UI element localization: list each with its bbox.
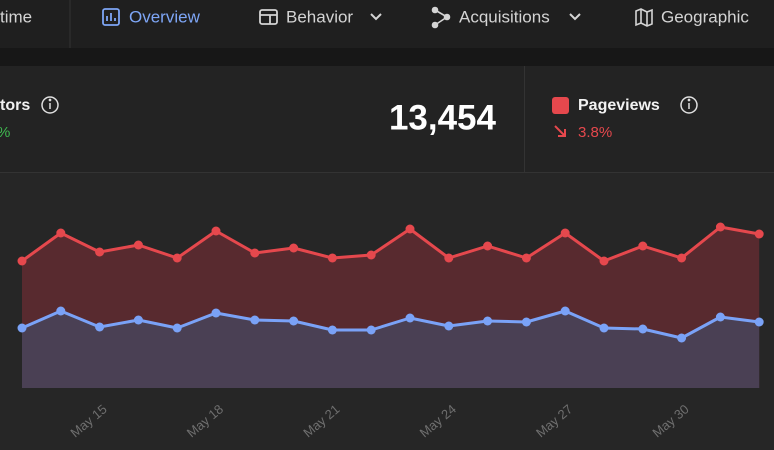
chevron[interactable] xyxy=(370,13,382,21)
nav-bar xyxy=(0,0,774,48)
point xyxy=(327,253,337,263)
point xyxy=(95,247,105,257)
point xyxy=(133,240,143,250)
x-tick-label: May 30 xyxy=(649,401,691,440)
series-line xyxy=(21,225,760,263)
stat-label: tors xyxy=(0,97,30,114)
point xyxy=(560,228,570,238)
stat-label: Pageviews xyxy=(578,97,660,114)
nav-gap xyxy=(0,48,774,66)
point xyxy=(521,317,531,327)
point xyxy=(172,253,182,263)
point xyxy=(56,228,66,238)
point xyxy=(405,224,415,234)
nav-tab-active[interactable]: Overview xyxy=(129,7,201,26)
point xyxy=(715,222,725,232)
behavior-icon xyxy=(259,9,278,25)
overview-icon xyxy=(102,8,120,26)
point xyxy=(172,323,182,333)
info-icon[interactable] xyxy=(41,96,59,114)
point xyxy=(638,241,648,251)
point xyxy=(366,250,376,260)
point xyxy=(483,241,493,251)
x-tick-label: May 21 xyxy=(300,401,342,440)
stat-change: % xyxy=(0,124,10,141)
point xyxy=(754,229,764,239)
stats-panel xyxy=(0,66,774,172)
point xyxy=(327,325,337,335)
point xyxy=(715,312,725,322)
chart: May 15 May 18 May 21 May 24 May 27 May 30 xyxy=(17,222,764,440)
nav-tab[interactable]: time xyxy=(0,7,32,26)
acquisitions-icon xyxy=(431,6,451,29)
chevron[interactable] xyxy=(569,13,581,21)
point xyxy=(366,325,376,335)
point xyxy=(560,306,570,316)
stat-change: 3.8% xyxy=(578,124,612,141)
x-tick-label: May 18 xyxy=(184,401,226,440)
x-tick-label: May 24 xyxy=(417,401,459,440)
point xyxy=(599,256,609,266)
point xyxy=(483,316,493,326)
x-tick-label: May 15 xyxy=(67,401,109,440)
nav-tab[interactable]: Behavior xyxy=(286,7,353,26)
point xyxy=(444,321,454,331)
point xyxy=(521,253,531,263)
point xyxy=(638,324,648,334)
point xyxy=(95,322,105,332)
nav-tab[interactable]: Acquisitions xyxy=(459,7,550,26)
point xyxy=(677,253,687,263)
down-arrow xyxy=(554,125,566,137)
point xyxy=(250,248,260,258)
area-fill xyxy=(22,311,760,388)
nav-tab[interactable]: Geographic xyxy=(661,7,749,26)
point xyxy=(289,316,299,326)
point xyxy=(56,306,66,316)
point xyxy=(754,317,764,327)
point xyxy=(599,323,609,333)
point xyxy=(444,253,454,263)
point xyxy=(211,226,221,236)
point xyxy=(250,315,260,325)
info-icon[interactable] xyxy=(680,96,698,114)
stat-value: 13,454 xyxy=(389,98,497,137)
x-tick-label: May 27 xyxy=(533,401,575,440)
point xyxy=(289,243,299,253)
point xyxy=(133,315,143,325)
point xyxy=(211,308,221,318)
point xyxy=(17,256,27,266)
point xyxy=(677,333,687,343)
point xyxy=(17,323,27,333)
series-line xyxy=(21,309,760,340)
legend-swatch xyxy=(552,97,569,114)
point xyxy=(405,313,415,323)
geographic-icon xyxy=(635,8,653,27)
